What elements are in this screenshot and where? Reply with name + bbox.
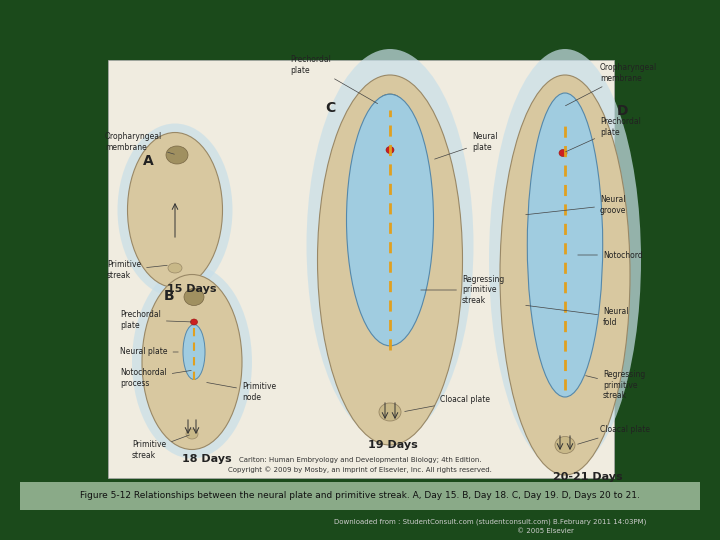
Text: C: C [325,101,336,115]
Text: Regressing
primitive
streak: Regressing primitive streak [585,370,645,400]
Text: Neural
groove: Neural groove [526,195,626,215]
Ellipse shape [142,274,242,449]
Text: 19 Days: 19 Days [368,440,418,450]
Text: Oropharyngeal
membrane: Oropharyngeal membrane [105,132,174,154]
Text: 15 Days: 15 Days [167,284,217,294]
Text: Carlton: Human Embryology and Developmental Biology; 4th Edition.: Carlton: Human Embryology and Developmen… [239,457,481,463]
Text: Regressing
primitive
streak: Regressing primitive streak [420,275,504,305]
Ellipse shape [551,97,575,117]
Ellipse shape [307,49,474,441]
Text: Prechordal
plate: Prechordal plate [565,117,641,152]
Text: Figure 5-12 Relationships between the neural plate and primitive streak. A, Day : Figure 5-12 Relationships between the ne… [80,491,640,501]
Text: Neural
plate: Neural plate [435,132,498,159]
FancyBboxPatch shape [20,482,700,510]
Text: Oropharyngeal
membrane: Oropharyngeal membrane [565,63,657,106]
FancyBboxPatch shape [108,60,614,478]
Text: Downloaded from : StudentConsult.com (studentconsult.com) B.February 2011 14:03P: Downloaded from : StudentConsult.com (st… [334,519,646,525]
Ellipse shape [186,429,198,439]
Text: 18 Days: 18 Days [182,454,232,464]
Text: Neural plate: Neural plate [120,348,179,356]
Text: Primitive
node: Primitive node [207,382,276,402]
Ellipse shape [377,94,403,116]
Ellipse shape [168,263,182,273]
Text: Notochord: Notochord [577,251,643,260]
Text: Neural
fold: Neural fold [526,305,629,327]
Ellipse shape [489,49,641,471]
Ellipse shape [555,436,575,454]
Ellipse shape [183,325,205,380]
Ellipse shape [527,93,603,397]
Text: D: D [617,104,629,118]
Ellipse shape [191,319,197,325]
Text: Prechordal
plate: Prechordal plate [290,55,377,104]
Ellipse shape [117,124,233,296]
Ellipse shape [166,146,188,164]
Ellipse shape [346,94,433,346]
Ellipse shape [184,288,204,306]
Text: Primitive
streak: Primitive streak [107,260,167,280]
Ellipse shape [318,75,462,445]
Text: Primitive
streak: Primitive streak [132,435,189,460]
Text: A: A [143,154,154,168]
Text: Cloacal plate: Cloacal plate [577,426,650,444]
Text: © 2005 Elsevier: © 2005 Elsevier [516,528,573,534]
Text: 20-21 Days: 20-21 Days [553,472,623,482]
Ellipse shape [132,266,252,458]
Ellipse shape [127,132,222,287]
Ellipse shape [559,150,567,157]
Text: Prechordal
plate: Prechordal plate [120,310,192,330]
Text: Cloacal plate: Cloacal plate [405,395,490,411]
Ellipse shape [386,146,394,153]
Ellipse shape [379,403,401,421]
Text: B: B [164,289,175,303]
Ellipse shape [500,75,630,475]
Text: Notochordal
process: Notochordal process [120,368,192,388]
Text: Copyright © 2009 by Mosby, an imprint of Elsevier, Inc. All rights reserved.: Copyright © 2009 by Mosby, an imprint of… [228,467,492,473]
